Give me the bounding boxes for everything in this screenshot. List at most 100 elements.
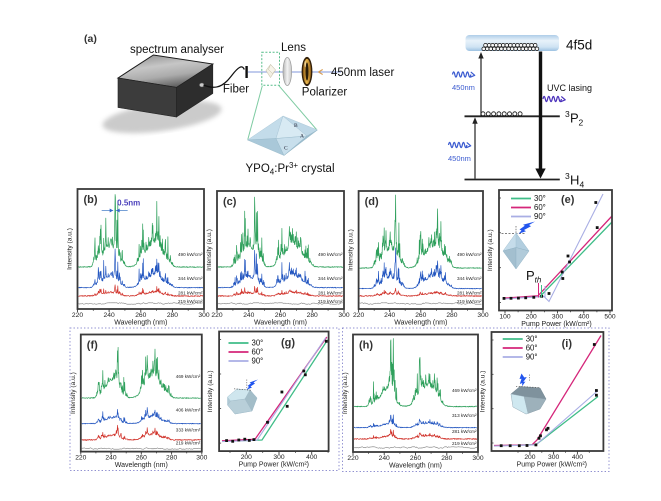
svg-text:Intensity (a.u.): Intensity (a.u.) xyxy=(206,229,213,271)
svg-text:30°: 30° xyxy=(526,335,538,344)
svg-text:60°: 60° xyxy=(526,344,538,353)
svg-text:400: 400 xyxy=(572,454,583,461)
svg-text:200: 200 xyxy=(524,454,535,461)
svg-text:313 kW/cm²: 313 kW/cm² xyxy=(452,413,477,418)
svg-text:220: 220 xyxy=(72,312,83,319)
svg-text:300: 300 xyxy=(198,312,209,319)
svg-text:C: C xyxy=(284,146,288,152)
svg-text:333 kW/cm²: 333 kW/cm² xyxy=(176,428,201,433)
svg-text:450nm laser: 450nm laser xyxy=(331,67,394,79)
svg-text:400: 400 xyxy=(578,314,589,321)
svg-text:60°: 60° xyxy=(252,348,264,357)
svg-text:(c): (c) xyxy=(223,196,237,208)
svg-text:219 kW/cm²: 219 kW/cm² xyxy=(178,299,203,304)
svg-text:Intensity (a.u.): Intensity (a.u.) xyxy=(348,229,355,271)
svg-text:300: 300 xyxy=(548,454,559,461)
svg-text:A: A xyxy=(300,134,304,140)
svg-text:H: H xyxy=(570,173,579,188)
svg-text:280: 280 xyxy=(307,312,318,319)
svg-text:450nm: 450nm xyxy=(452,83,475,92)
svg-text:Intensity (a.u.): Intensity (a.u.) xyxy=(480,371,487,413)
svg-text:300: 300 xyxy=(196,455,207,462)
svg-text:Intensity (a.u.): Intensity (a.u.) xyxy=(207,370,214,412)
svg-text:90°: 90° xyxy=(534,212,546,221)
svg-text:469 kW/cm²: 469 kW/cm² xyxy=(176,374,201,379)
svg-text:400: 400 xyxy=(306,454,317,461)
svg-text:Pump Power (kW/cm²): Pump Power (kW/cm²) xyxy=(517,462,587,469)
svg-text:280: 280 xyxy=(441,455,452,462)
svg-text:219 kW/cm²: 219 kW/cm² xyxy=(452,441,477,446)
svg-text:(e): (e) xyxy=(561,194,575,206)
svg-text:Intensity (a.u.): Intensity (a.u.) xyxy=(70,372,77,414)
svg-text:240: 240 xyxy=(384,312,395,319)
svg-text:280: 280 xyxy=(446,312,457,319)
svg-text:100: 100 xyxy=(499,314,510,321)
svg-text:220: 220 xyxy=(211,312,222,319)
svg-text:281 kW/cm²: 281 kW/cm² xyxy=(452,429,477,434)
svg-text:240: 240 xyxy=(379,455,390,462)
svg-text:Pump Power (kW/cm²): Pump Power (kW/cm²) xyxy=(521,321,591,328)
svg-text:200: 200 xyxy=(526,314,537,321)
svg-text:240: 240 xyxy=(105,455,116,462)
svg-text:Wavelength (nm): Wavelength (nm) xyxy=(389,463,442,470)
svg-text:500: 500 xyxy=(604,314,615,321)
svg-text:300: 300 xyxy=(477,312,488,319)
svg-text:spectrum analyser: spectrum analyser xyxy=(130,44,224,56)
svg-text:490 kW/cm²: 490 kW/cm² xyxy=(178,252,203,257)
svg-text:0.5nm: 0.5nm xyxy=(117,199,140,208)
svg-text:UVC lasing: UVC lasing xyxy=(547,83,592,93)
svg-text:(a): (a) xyxy=(84,33,97,45)
svg-text:Wavelength (nm): Wavelength (nm) xyxy=(254,320,307,327)
svg-text:Wavelength (nm): Wavelength (nm) xyxy=(114,320,167,327)
svg-text:B: B xyxy=(294,123,298,129)
svg-text:300: 300 xyxy=(552,314,563,321)
svg-text:260: 260 xyxy=(275,312,286,319)
svg-text:260: 260 xyxy=(136,455,147,462)
svg-text:Pump Power (kW/cm²): Pump Power (kW/cm²) xyxy=(239,462,309,469)
svg-text:(f): (f) xyxy=(87,340,98,352)
svg-text:(g): (g) xyxy=(281,337,295,349)
svg-text:281 kW/cm²: 281 kW/cm² xyxy=(457,291,482,296)
svg-text:Wavelength (nm): Wavelength (nm) xyxy=(115,462,168,469)
svg-text:344 kW/cm²: 344 kW/cm² xyxy=(178,276,203,281)
svg-text:344 kW/cm²: 344 kW/cm² xyxy=(457,276,482,281)
svg-text:260: 260 xyxy=(415,312,426,319)
svg-text:Intensity (a.u.): Intensity (a.u.) xyxy=(67,228,74,270)
svg-text:YPO4:Pr3+ crystal: YPO4:Pr3+ crystal xyxy=(246,161,335,177)
svg-text:4: 4 xyxy=(580,180,585,190)
svg-text:219 kW/cm²: 219 kW/cm² xyxy=(176,441,201,446)
svg-text:240: 240 xyxy=(104,312,115,319)
svg-text:90°: 90° xyxy=(526,353,538,362)
svg-text:30°: 30° xyxy=(534,194,546,203)
svg-text:240: 240 xyxy=(243,312,254,319)
svg-text:406 kW/cm²: 406 kW/cm² xyxy=(176,408,201,413)
svg-text:Wavelength (nm): Wavelength (nm) xyxy=(394,320,447,327)
svg-text:344 kW/cm²: 344 kW/cm² xyxy=(318,276,343,281)
svg-text:30°: 30° xyxy=(252,339,264,348)
svg-text:219 kW/cm²: 219 kW/cm² xyxy=(318,299,343,304)
svg-text:281 kW/cm²: 281 kW/cm² xyxy=(318,291,343,296)
svg-text:4f5d: 4f5d xyxy=(566,38,592,53)
svg-text:Fiber: Fiber xyxy=(223,84,249,96)
svg-text:Polarizer: Polarizer xyxy=(302,87,348,99)
svg-text:490 kW/cm²: 490 kW/cm² xyxy=(457,252,482,257)
svg-text:(b): (b) xyxy=(84,194,98,206)
svg-text:219 kW/cm²: 219 kW/cm² xyxy=(457,299,482,304)
svg-text:(i): (i) xyxy=(562,338,573,350)
svg-text:300: 300 xyxy=(472,455,483,462)
svg-text:450nm: 450nm xyxy=(448,154,471,163)
svg-text:90°: 90° xyxy=(252,357,264,366)
svg-text:P: P xyxy=(570,111,579,126)
svg-text:280: 280 xyxy=(167,312,178,319)
svg-text:300: 300 xyxy=(338,312,349,319)
svg-text:(h): (h) xyxy=(359,340,373,352)
svg-text:Intensity (a.u.): Intensity (a.u.) xyxy=(487,229,494,271)
svg-text:3: 3 xyxy=(565,109,570,119)
svg-text:220: 220 xyxy=(75,455,86,462)
svg-text:Intensity (a.u.): Intensity (a.u.) xyxy=(342,372,349,414)
svg-text:260: 260 xyxy=(410,455,421,462)
svg-text:490 kW/cm²: 490 kW/cm² xyxy=(318,252,343,257)
svg-text:3: 3 xyxy=(565,171,570,181)
svg-text:280: 280 xyxy=(166,455,177,462)
svg-text:469 kW/cm²: 469 kW/cm² xyxy=(452,388,477,393)
